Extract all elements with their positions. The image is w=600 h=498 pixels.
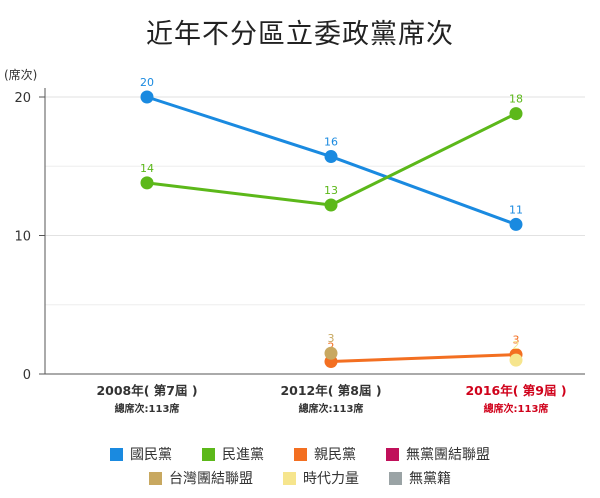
x-tick-sublabel: 總席次:113席 bbox=[299, 402, 364, 415]
legend-item: 無黨籍 bbox=[389, 468, 451, 488]
legend-row-1: 國民黨 民進黨 親民黨 無黨團結聯盟 bbox=[0, 444, 600, 464]
legend-item: 親民黨 bbox=[294, 444, 356, 464]
data-point bbox=[324, 346, 338, 360]
legend-swatch bbox=[149, 471, 162, 485]
legend-label: 無黨籍 bbox=[409, 471, 451, 487]
legend-swatch bbox=[202, 447, 215, 461]
x-tick-sublabel: 總席次:113席 bbox=[484, 402, 549, 415]
legend-item: 台灣團結聯盟 bbox=[149, 468, 253, 488]
x-tick-sublabel: 總席次:113席 bbox=[115, 402, 180, 415]
legend-item: 民進黨 bbox=[202, 444, 264, 464]
legend-swatch bbox=[110, 447, 123, 461]
y-axis-label: (席次) bbox=[4, 67, 37, 82]
chart-area: (席次) 0 10 20 2008年( 第7屆 ) 總席次:113席 2012年( 第8屆 … bbox=[4, 67, 585, 415]
legend-label: 民進黨 bbox=[222, 447, 264, 463]
legend-item: 國民黨 bbox=[110, 444, 172, 464]
legend-label: 無黨團結聯盟 bbox=[406, 447, 490, 463]
data-label: 18 bbox=[509, 93, 523, 106]
legend-label: 台灣團結聯盟 bbox=[169, 471, 253, 487]
x-tick-label: 2008年( 第7屆 ) bbox=[96, 383, 197, 398]
series-line bbox=[330, 353, 517, 364]
x-tick-label: 2016年( 第9屆 ) bbox=[465, 383, 566, 398]
data-point bbox=[140, 90, 154, 104]
y-tick-label: 20 bbox=[14, 91, 31, 106]
data-label: 13 bbox=[324, 184, 338, 197]
data-point bbox=[140, 176, 154, 190]
legend-label: 國民黨 bbox=[130, 447, 172, 463]
legend-swatch bbox=[283, 471, 296, 485]
legend-label: 親民黨 bbox=[314, 447, 356, 463]
chart-title: 近年不分區立委政黨席次 bbox=[146, 19, 454, 50]
x-tick-label: 2012年( 第8屆 ) bbox=[280, 383, 381, 398]
legend-label: 時代力量 bbox=[303, 471, 359, 487]
data-label: 14 bbox=[140, 162, 154, 175]
legend-swatch bbox=[389, 471, 402, 485]
data-label: 16 bbox=[324, 136, 338, 149]
data-point bbox=[324, 198, 338, 212]
y-tick-label: 10 bbox=[14, 230, 31, 245]
legend-item: 無黨團結聯盟 bbox=[386, 444, 490, 464]
data-label: 11 bbox=[509, 203, 523, 216]
data-point bbox=[324, 150, 338, 164]
data-label: 2 bbox=[513, 339, 520, 352]
data-point bbox=[509, 107, 523, 121]
y-tick-label: 0 bbox=[23, 368, 31, 383]
data-label: 3 bbox=[513, 334, 520, 347]
data-point bbox=[509, 217, 523, 231]
data-point bbox=[509, 353, 523, 367]
data-label: 20 bbox=[140, 76, 154, 89]
data-label: 3 bbox=[328, 332, 335, 345]
legend-swatch bbox=[386, 447, 399, 461]
legend-row-2: 台灣團結聯盟 時代力量 無黨籍 bbox=[0, 468, 600, 488]
legend-item: 時代力量 bbox=[283, 468, 359, 488]
legend-swatch bbox=[294, 447, 307, 461]
